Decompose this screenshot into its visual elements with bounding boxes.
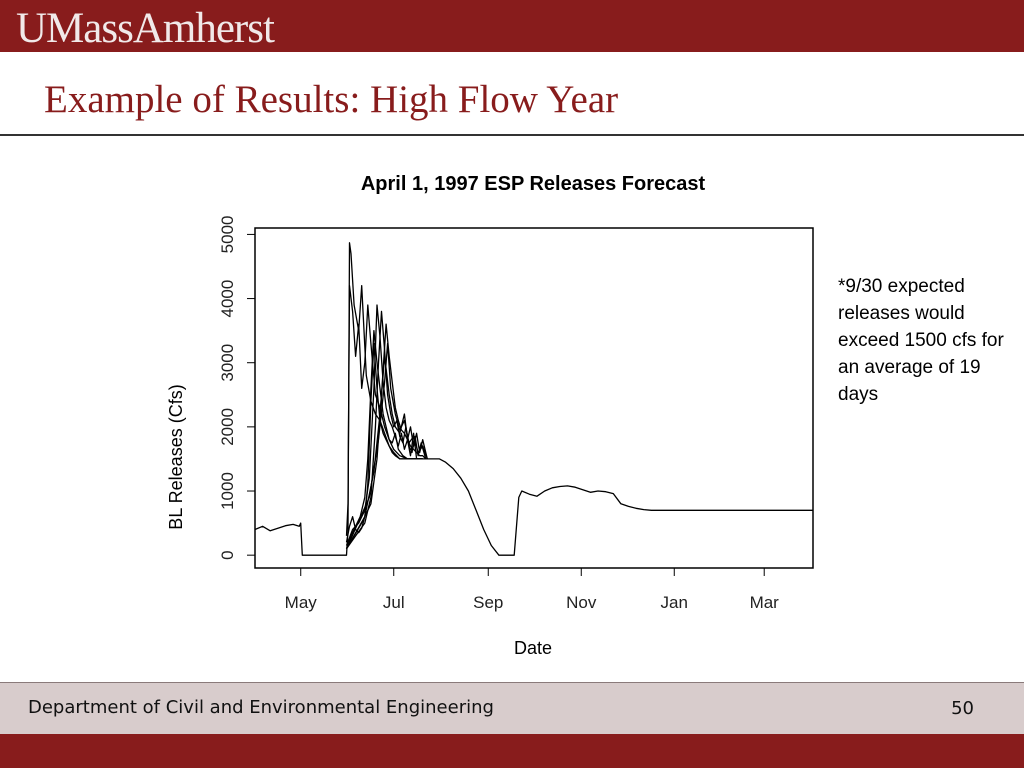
y-tick-label: 0 <box>218 550 237 559</box>
forecast-note: *9/30 expected releases would exceed 150… <box>838 276 1004 405</box>
y-axis: 0 1000 2000 3000 4000 5000 <box>218 216 255 560</box>
x-tick-label: Jul <box>383 593 405 612</box>
series-group <box>254 242 813 556</box>
series-line-trace-05 <box>345 304 423 546</box>
x-tick-label: Sep <box>473 593 503 612</box>
y-tick-label: 1000 <box>218 472 237 510</box>
y-tick-label: 3000 <box>218 344 237 382</box>
y-tick-label: 5000 <box>218 216 237 254</box>
x-tick-label: Mar <box>750 593 780 612</box>
page-number: 50 <box>951 698 974 719</box>
x-axis-label: Date <box>514 638 552 658</box>
series-line-trace-07 <box>345 323 427 550</box>
slide-title: Example of Results: High Flow Year <box>44 78 619 121</box>
bottom-band <box>0 734 1024 768</box>
release-forecast-chart: April 1, 1997 ESP Releases Forecast 0 100… <box>166 173 814 658</box>
header-band <box>0 0 1024 52</box>
footer-bar <box>0 682 1024 734</box>
x-axis: May Jul Sep Nov Jan Mar <box>285 568 780 612</box>
plot-area-frame <box>254 227 814 569</box>
chart-title: April 1, 1997 ESP Releases Forecast <box>361 173 706 195</box>
title-divider <box>0 134 1024 136</box>
series-line-trace-09 <box>345 342 428 550</box>
series-line-trace-02 <box>345 285 423 536</box>
y-tick-label: 2000 <box>218 408 237 446</box>
series-line-trace-01 <box>254 242 813 556</box>
y-axis-label: BL Releases (Cfs) <box>166 384 186 529</box>
umass-logo: UMassAmherst <box>16 5 275 52</box>
series-line-trace-08 <box>345 355 428 550</box>
series-line-trace-03 <box>345 342 423 543</box>
footer-department: Department of Civil and Environmental En… <box>28 697 494 718</box>
x-tick-label: Jan <box>661 593 688 612</box>
x-tick-label: Nov <box>566 593 597 612</box>
x-tick-label: May <box>285 593 318 612</box>
y-tick-label: 4000 <box>218 280 237 318</box>
